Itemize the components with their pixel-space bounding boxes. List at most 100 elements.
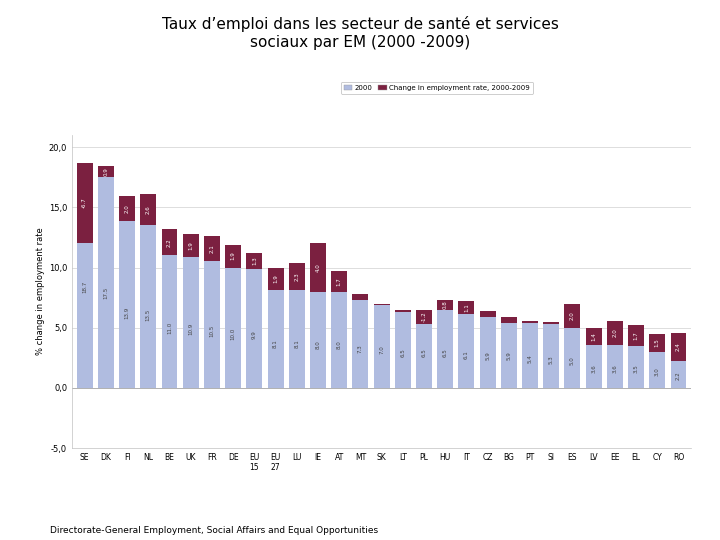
- Bar: [564, 328, 580, 388]
- Bar: [649, 352, 665, 388]
- Bar: [353, 300, 369, 388]
- Bar: [289, 291, 305, 388]
- Text: -6.7: -6.7: [82, 198, 87, 208]
- Bar: [268, 267, 284, 291]
- Text: 13.5: 13.5: [146, 309, 150, 321]
- Text: 5.9: 5.9: [506, 352, 511, 360]
- Text: 2.4: 2.4: [676, 343, 681, 352]
- Bar: [183, 256, 199, 388]
- Bar: [161, 255, 178, 388]
- Bar: [225, 267, 241, 388]
- Bar: [501, 317, 517, 388]
- Bar: [670, 361, 686, 388]
- Text: 1.7: 1.7: [634, 331, 639, 340]
- Bar: [607, 345, 623, 388]
- Text: 10.9: 10.9: [188, 323, 193, 335]
- Text: 1.4: 1.4: [591, 332, 596, 341]
- Bar: [77, 163, 93, 388]
- Bar: [140, 194, 156, 225]
- Bar: [331, 292, 347, 388]
- Bar: [225, 245, 241, 267]
- Bar: [98, 166, 114, 177]
- Text: 1.5: 1.5: [654, 339, 660, 347]
- Bar: [544, 322, 559, 324]
- Bar: [331, 271, 347, 292]
- Text: 2.0: 2.0: [613, 328, 617, 337]
- Text: 1.1: 1.1: [464, 303, 469, 312]
- Text: 10.0: 10.0: [230, 328, 235, 340]
- Bar: [183, 234, 199, 256]
- Bar: [246, 253, 262, 269]
- Bar: [246, 269, 262, 388]
- Bar: [480, 317, 495, 388]
- Bar: [522, 321, 538, 323]
- Bar: [120, 197, 135, 220]
- Bar: [268, 291, 284, 388]
- Text: 6.5: 6.5: [400, 348, 405, 357]
- Text: 2.0: 2.0: [570, 312, 575, 320]
- Text: 4.0: 4.0: [315, 263, 320, 272]
- Bar: [395, 309, 410, 388]
- Bar: [204, 261, 220, 388]
- Text: 9.9: 9.9: [252, 330, 257, 339]
- Bar: [670, 333, 686, 361]
- Text: 8.0: 8.0: [337, 340, 342, 349]
- Bar: [649, 334, 665, 352]
- Text: 17.5: 17.5: [104, 287, 109, 299]
- Bar: [310, 292, 326, 388]
- Y-axis label: % change in employment rate: % change in employment rate: [35, 228, 45, 355]
- Text: 2.2: 2.2: [167, 238, 172, 247]
- Bar: [289, 262, 305, 291]
- Text: 1.9: 1.9: [273, 274, 278, 284]
- Bar: [77, 163, 93, 244]
- Text: 2.1: 2.1: [210, 245, 215, 253]
- Bar: [564, 303, 580, 328]
- Text: Directorate-General Employment, Social Affairs and Equal Opportunities: Directorate-General Employment, Social A…: [50, 525, 379, 535]
- Text: 10.5: 10.5: [210, 325, 215, 337]
- Text: 11.0: 11.0: [167, 322, 172, 334]
- Bar: [585, 328, 602, 345]
- Text: 18.7: 18.7: [82, 280, 87, 293]
- Text: 1.9: 1.9: [188, 241, 193, 249]
- Bar: [628, 325, 644, 346]
- Text: 3.6: 3.6: [591, 364, 596, 373]
- Text: 13.9: 13.9: [125, 307, 130, 319]
- Text: 5.4: 5.4: [528, 354, 533, 363]
- Bar: [416, 309, 432, 388]
- Text: 7.0: 7.0: [379, 346, 384, 354]
- Bar: [310, 244, 326, 292]
- Text: 2.3: 2.3: [294, 272, 300, 281]
- Text: 5.0: 5.0: [570, 356, 575, 365]
- Text: 2.2: 2.2: [676, 372, 681, 380]
- Bar: [480, 311, 495, 317]
- Text: 0.8: 0.8: [443, 300, 448, 309]
- Text: 6.5: 6.5: [443, 348, 448, 357]
- Text: 2.0: 2.0: [125, 204, 130, 213]
- Text: 8.1: 8.1: [273, 340, 278, 348]
- Text: 8.0: 8.0: [315, 340, 320, 349]
- Text: 3.0: 3.0: [654, 367, 660, 376]
- Text: 8.1: 8.1: [294, 340, 300, 348]
- Bar: [395, 309, 410, 312]
- Bar: [437, 300, 453, 309]
- Text: 1.7: 1.7: [337, 277, 342, 286]
- Bar: [459, 314, 474, 388]
- Bar: [628, 346, 644, 388]
- Text: 3.5: 3.5: [634, 364, 639, 373]
- Text: 7.3: 7.3: [358, 344, 363, 353]
- Bar: [161, 229, 178, 255]
- Legend: 2000, Change in employment rate, 2000-2009: 2000, Change in employment rate, 2000-20…: [341, 82, 533, 94]
- Text: 5.3: 5.3: [549, 355, 554, 363]
- Text: 0.9: 0.9: [104, 167, 109, 176]
- Bar: [607, 321, 623, 345]
- Bar: [585, 345, 602, 388]
- Bar: [374, 303, 390, 305]
- Bar: [437, 309, 453, 388]
- Text: Taux d’emploi dans les secteur de santé et services
sociaux par EM (2000 -2009): Taux d’emploi dans les secteur de santé …: [161, 16, 559, 50]
- Bar: [522, 323, 538, 388]
- Bar: [204, 236, 220, 261]
- Bar: [459, 301, 474, 314]
- Bar: [98, 177, 114, 388]
- Bar: [501, 317, 517, 323]
- Text: 1.3: 1.3: [252, 256, 257, 265]
